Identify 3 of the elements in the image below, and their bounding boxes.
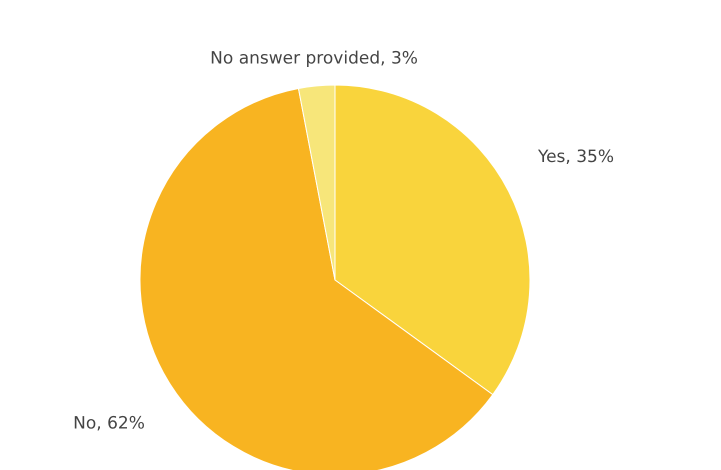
slice-label: No answer provided, 3% <box>210 48 418 68</box>
slice-label: Yes, 35% <box>536 147 614 168</box>
slice-label: No, 62% <box>73 413 145 434</box>
